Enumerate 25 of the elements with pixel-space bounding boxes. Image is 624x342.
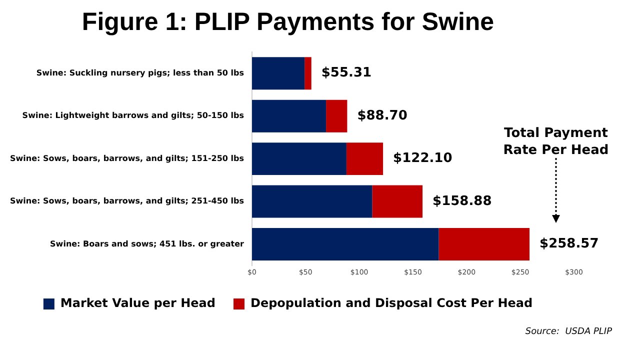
legend-label: Market Value per Head	[60, 296, 216, 310]
bar	[252, 100, 326, 132]
bar	[252, 185, 372, 218]
bar	[438, 228, 530, 260]
bar	[372, 185, 423, 218]
bar	[252, 228, 439, 260]
bar	[346, 142, 384, 176]
y-tick-label: Swine: Sows, boars, barrows, and gilts; 151-250 lbs	[10, 154, 244, 163]
bar	[326, 100, 348, 132]
total-label: $158.88	[432, 194, 492, 209]
annotation: Total Payment Rate Per Head	[503, 126, 609, 158]
y-tick-label: Swine: Boars and sows; 451 lbs. or greater	[50, 239, 244, 248]
legend-label: Depopulation and Disposal Cost Per Head	[250, 296, 533, 310]
total-label: $88.70	[357, 108, 408, 124]
total-label: $122.10	[393, 151, 452, 166]
source-note: Source: USDA PLIP	[525, 327, 613, 337]
bar	[252, 57, 305, 90]
y-tick-label: Swine: Lightweight barrows and gilts; 50-150 lbs	[22, 111, 244, 120]
chart-title: Figure 1: PLIP Payments for Swine	[82, 8, 494, 36]
bar	[304, 57, 312, 90]
y-tick-label: Swine: Suckling nursery pigs; less than 50 lbs	[36, 68, 244, 78]
total-label: $55.31	[321, 66, 372, 81]
total-label: $258.57	[540, 236, 599, 252]
y-tick-label: Swine: Sows, boars, barrows, and gilts; 251-450 lbs	[10, 196, 244, 206]
bar	[252, 142, 346, 176]
